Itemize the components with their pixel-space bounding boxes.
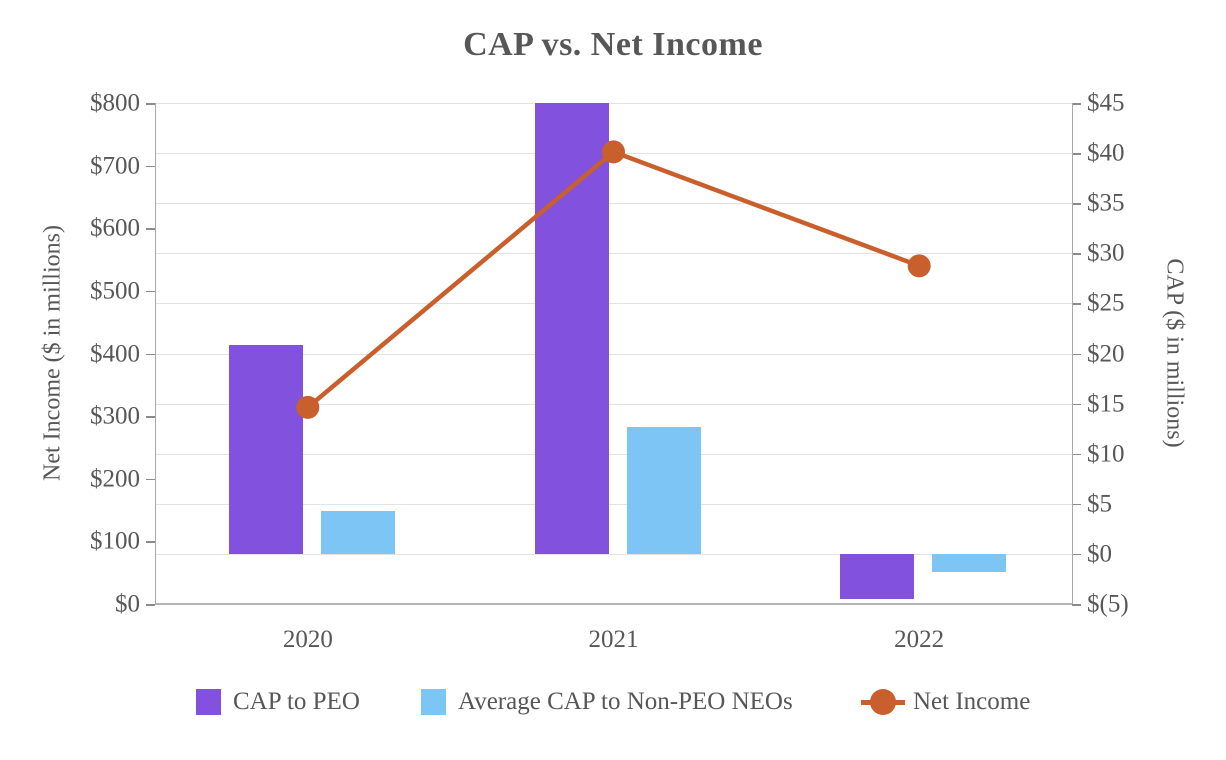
left-axis-tick — [146, 165, 155, 168]
left-axis-tick-label: $400 — [90, 340, 140, 367]
left-axis-tick-label: $700 — [90, 152, 140, 180]
right-axis-tick — [1072, 353, 1081, 356]
right-axis-tick-label: $15 — [1087, 390, 1125, 418]
net-income-line — [306, 149, 920, 410]
gridline — [155, 553, 1072, 555]
right-axis-tick — [1072, 303, 1081, 305]
gridline — [155, 103, 1072, 104]
right-axis-tick — [1072, 453, 1081, 456]
legend-marker-net-income-icon — [861, 689, 905, 715]
legend-item-net-income: Net Income — [861, 688, 1030, 716]
legend-label-cap-to-peo: CAP to PEO — [233, 688, 360, 715]
right-axis-tick — [1072, 203, 1081, 205]
gridline — [155, 253, 1072, 255]
left-axis-tick — [146, 353, 155, 356]
left-axis-tick — [146, 478, 155, 481]
left-axis-tick-label: $500 — [90, 277, 140, 305]
x-axis-label: 2021 — [588, 626, 639, 653]
bar-cap-to-peo-2022 — [840, 553, 915, 599]
left-axis-tick — [146, 604, 155, 606]
left-axis-tick-label: $800 — [90, 89, 140, 117]
gridline — [155, 353, 1072, 355]
right-axis-tick — [1072, 403, 1081, 406]
right-axis-tick — [1072, 103, 1081, 105]
right-axis-tick-label: $0 — [1087, 540, 1112, 568]
right-axis-tick-label: $45 — [1087, 89, 1125, 117]
bar-average-cap-to-non-peo-neos-2022 — [932, 553, 1007, 572]
left-axis-line — [155, 103, 156, 604]
left-axis-tick — [146, 103, 155, 105]
right-axis-tick-label: $10 — [1087, 440, 1125, 468]
bar-average-cap-to-non-peo-neos-2021 — [626, 426, 701, 554]
bar-average-cap-to-non-peo-neos-2020 — [320, 510, 395, 554]
legend-item-average-cap: Average CAP to Non-PEO NEOs — [421, 688, 793, 716]
net-income-point-2020 — [296, 395, 320, 419]
right-axis-tick-label: $20 — [1087, 340, 1125, 367]
right-axis-tick-label: $25 — [1087, 289, 1125, 317]
category-axis-line — [155, 603, 1072, 605]
right-axis-tick — [1072, 253, 1081, 255]
left-axis-tick — [146, 290, 155, 293]
net-income-point-2021 — [602, 140, 625, 164]
x-axis-label: 2020 — [282, 626, 333, 653]
legend-swatch-average-cap — [421, 689, 446, 715]
legend-item-cap-to-peo: CAP to PEO — [196, 688, 360, 716]
right-axis-tick-label: $30 — [1087, 239, 1125, 267]
left-axis-tick-label: $600 — [90, 214, 140, 242]
right-axis-tick — [1072, 553, 1081, 556]
right-axis-tick — [1072, 604, 1081, 606]
right-axis-tick — [1072, 153, 1081, 155]
gridline — [155, 453, 1072, 455]
left-axis-tick-label: $200 — [90, 465, 140, 493]
left-axis-tick — [146, 416, 155, 418]
legend-label-net-income: Net Income — [913, 688, 1031, 715]
x-axis-label: 2022 — [894, 626, 945, 653]
left-axis-tick-label: $0 — [115, 590, 140, 618]
right-axis-line — [1072, 103, 1073, 604]
left-axis-tick — [146, 228, 155, 230]
bar-cap-to-peo-2021 — [534, 103, 609, 554]
right-axis-tick-label: $(5) — [1087, 590, 1129, 618]
left-axis-tick-label: $100 — [90, 527, 140, 555]
gridline — [155, 503, 1072, 505]
right-axis-tick — [1072, 503, 1081, 506]
gridline — [155, 403, 1072, 405]
gridline — [155, 303, 1072, 305]
right-axis-tick-label: $35 — [1087, 189, 1125, 217]
bar-cap-to-peo-2020 — [228, 345, 303, 554]
right-axis-tick-label: $40 — [1087, 139, 1125, 167]
left-axis-tick — [146, 541, 155, 543]
gridline — [155, 203, 1072, 205]
legend-swatch-cap-to-peo — [196, 689, 221, 715]
chart-title: CAP vs. Net Income — [463, 26, 763, 63]
legend-label-average-cap: Average CAP to Non-PEO NEOs — [458, 688, 793, 715]
left-axis-tick-label: $300 — [90, 402, 140, 430]
net-income-point-2022 — [907, 254, 931, 278]
right-axis-tick-label: $5 — [1087, 490, 1112, 518]
